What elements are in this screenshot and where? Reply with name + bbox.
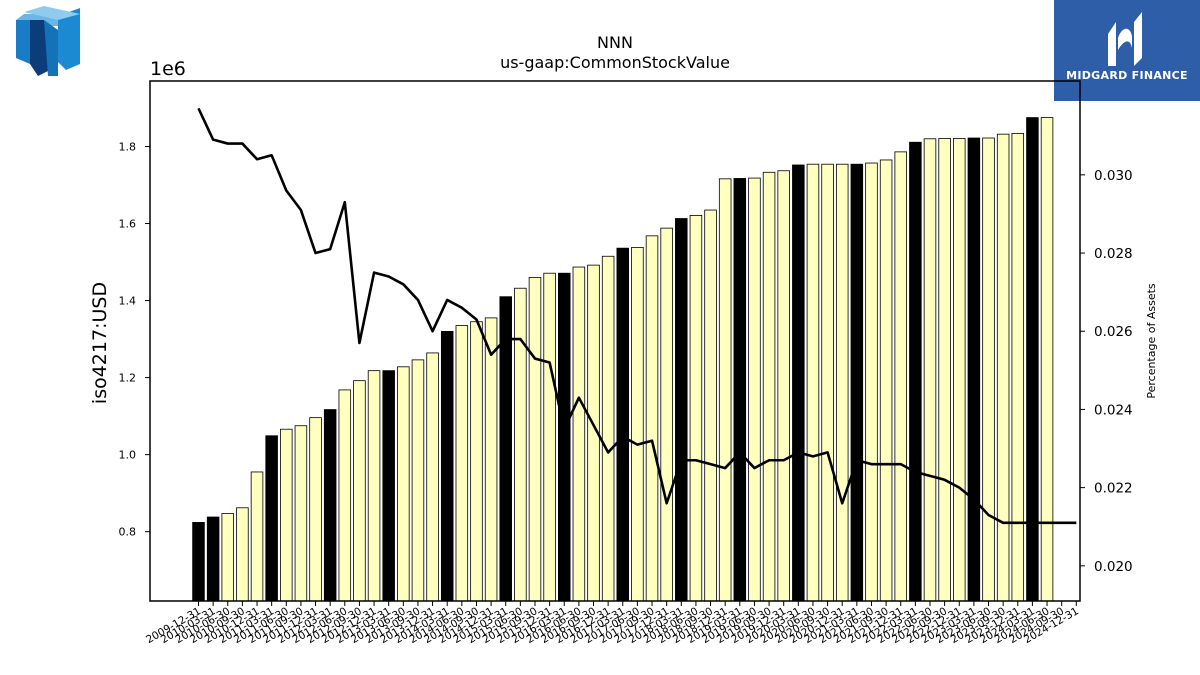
- bar: [806, 163, 820, 602]
- bar: [835, 163, 849, 602]
- bar: [236, 507, 249, 602]
- bar: [601, 255, 615, 602]
- percentage-line: [197, 107, 1077, 525]
- y-tick-label: 1.2: [119, 372, 137, 385]
- bar: [631, 246, 644, 602]
- bar: [1040, 117, 1054, 602]
- bar: [338, 389, 352, 602]
- y2-tick-label: 0.030: [1094, 168, 1133, 184]
- bar: [280, 428, 293, 602]
- bar: [455, 325, 469, 602]
- bar: [470, 321, 483, 602]
- bar: [923, 138, 937, 602]
- bar: [206, 516, 220, 602]
- bar: [367, 370, 381, 602]
- y2-tick-label: 0.026: [1094, 324, 1133, 340]
- y2-tick-label: 0.022: [1094, 481, 1133, 497]
- bar: [411, 359, 425, 602]
- bar: [821, 163, 834, 602]
- y-offset-label: 1e6: [150, 58, 186, 80]
- bar: [996, 133, 1010, 602]
- bar: [953, 137, 966, 602]
- bar: [704, 209, 717, 602]
- y2-tick-label: 0.024: [1094, 402, 1133, 418]
- chart-subtitle: us-gaap:CommonStockValue: [500, 53, 730, 72]
- y2-tick-label: 0.020: [1094, 559, 1133, 575]
- bar: [777, 170, 790, 602]
- bars-layer: [192, 117, 1054, 602]
- y-tick-label: 1.0: [119, 449, 137, 462]
- bar: [616, 247, 630, 602]
- bar: [938, 137, 951, 602]
- bar: [733, 178, 747, 602]
- bar: [558, 272, 571, 602]
- bar: [309, 417, 322, 602]
- bar: [572, 266, 586, 602]
- bar: [909, 141, 922, 602]
- y2-axis-label: Percentage of Assets: [1145, 283, 1158, 399]
- bar: [850, 163, 864, 602]
- bar: [192, 522, 205, 602]
- bar: [1011, 132, 1025, 602]
- nnn-logo: [14, 6, 82, 82]
- bar: [440, 330, 454, 602]
- bar: [982, 137, 995, 602]
- bar: [250, 471, 264, 602]
- y-tick-label: 0.8: [119, 526, 137, 539]
- brand-name: MIDGARD FINANCE: [1066, 69, 1188, 82]
- bar: [718, 178, 732, 602]
- bar: [792, 164, 805, 602]
- y2-tick-label: 0.028: [1094, 246, 1133, 262]
- bar: [397, 366, 410, 602]
- plot-frame: [149, 80, 1081, 602]
- bar: [748, 177, 761, 602]
- bar: [689, 215, 703, 602]
- bar: [645, 235, 659, 602]
- y-tick-label: 1.8: [119, 140, 137, 153]
- bar: [894, 151, 907, 602]
- y-tick-label: 1.6: [119, 218, 137, 231]
- bar: [221, 513, 235, 602]
- bar: [675, 218, 688, 602]
- bar: [353, 380, 366, 602]
- bar: [323, 409, 337, 602]
- axes-layer: 0.8 1.0 1.2 1.4 1.6 1.8 0.020 0.022 0.024 0.026 0.…: [119, 140, 1133, 646]
- line-layer: [197, 107, 1077, 525]
- bar: [484, 317, 498, 602]
- bar: [528, 277, 542, 602]
- bar: [1026, 117, 1039, 602]
- bar: [967, 137, 981, 602]
- midgard-logo: MIDGARD FINANCE: [1054, 0, 1200, 101]
- bar: [879, 159, 893, 602]
- nnn-logo-icon: [16, 6, 80, 76]
- y-axis-label: iso4217:USD: [89, 282, 111, 404]
- bar: [382, 370, 395, 602]
- bar: [265, 435, 278, 602]
- chart-title: NNN: [597, 33, 633, 52]
- bar: [294, 425, 308, 602]
- y-tick-label: 1.4: [119, 295, 137, 308]
- bar: [514, 287, 527, 602]
- bar: [865, 162, 878, 602]
- bar: [660, 227, 673, 602]
- bar: [762, 171, 776, 602]
- bar: [426, 352, 439, 602]
- midgard-logo-icon: [1108, 12, 1142, 66]
- bar: [543, 272, 556, 602]
